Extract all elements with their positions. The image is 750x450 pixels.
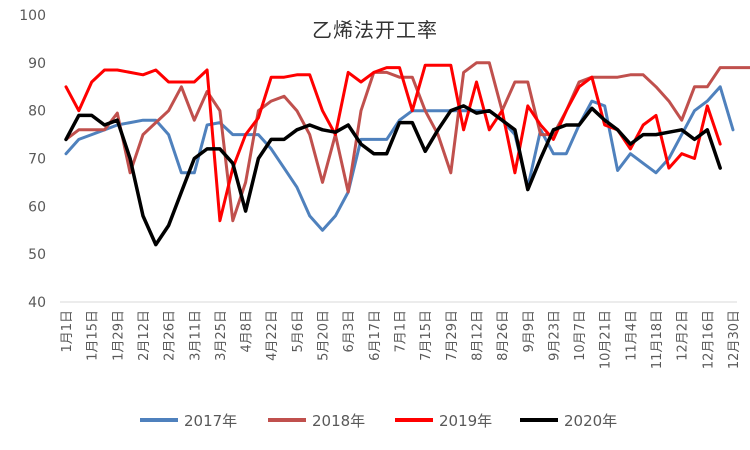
series-lines [64, 61, 750, 247]
x-tick-label: 1月29日 [111, 310, 126, 361]
legend-label: 2018年 [312, 411, 366, 430]
x-tick-label: 12月30日 [727, 310, 742, 369]
x-tick-label: 2月26日 [163, 310, 178, 361]
x-tick-label: 12月2日 [676, 310, 691, 361]
legend-item: 2019年 [395, 408, 492, 432]
x-tick-label: 1月1日 [60, 310, 75, 353]
x-tick-label: 8月26日 [496, 310, 511, 361]
series-line-2020 [64, 104, 722, 247]
x-tick-label: 7月15日 [419, 310, 434, 361]
legend-label: 2019年 [439, 411, 493, 430]
series-line-2017 [64, 85, 735, 232]
y-tick-label: 80 [28, 104, 46, 120]
y-tick-label: 100 [19, 8, 46, 24]
legend: 2017年 2018年 2019年 2020年 [0, 408, 750, 432]
x-tick-label: 4月22日 [265, 310, 280, 361]
legend-item: 2020年 [520, 408, 617, 432]
legend-label: 2020年 [564, 411, 618, 430]
x-tick-label: 6月3日 [342, 310, 357, 353]
x-tick-label: 11月18日 [650, 310, 665, 369]
x-tick-label: 9月23日 [547, 310, 562, 361]
legend-swatch [268, 418, 306, 422]
y-tick-label: 60 [28, 199, 46, 215]
x-tick-label: 12月16日 [701, 310, 716, 369]
legend-label: 2017年 [184, 411, 238, 430]
x-tick-label: 9月9日 [522, 310, 537, 353]
x-tick-label: 2月12日 [137, 310, 152, 361]
legend-item: 2018年 [268, 408, 365, 432]
x-tick-label: 7月29日 [445, 310, 460, 361]
x-tick-label: 1月15日 [86, 310, 101, 361]
y-tick-label: 70 [28, 152, 46, 168]
x-tick-label: 11月4日 [624, 310, 639, 361]
x-tick-label: 3月25日 [214, 310, 229, 361]
chart-title: 乙烯法开工率 [312, 18, 438, 42]
legend-swatch [395, 418, 433, 422]
y-tick-label: 90 [28, 56, 46, 72]
x-tick-label: 5月6日 [291, 310, 306, 353]
x-tick-label: 3月11日 [188, 310, 203, 361]
legend-item: 2017年 [140, 408, 237, 432]
legend-swatch [520, 418, 558, 422]
x-tick-label: 10月21日 [599, 310, 614, 369]
y-tick-label: 50 [28, 247, 46, 263]
x-tick-label: 7月1日 [394, 310, 409, 353]
x-tick-label: 8月12日 [470, 310, 485, 361]
x-tick-label: 10月7日 [573, 310, 588, 361]
legend-swatch [140, 418, 178, 422]
x-tick-label: 6月17日 [368, 310, 383, 361]
y-axis-ticks: 40 50 60 70 80 90 100 [19, 8, 46, 311]
x-axis-ticks: 1月1日 1月15日 1月29日 2月12日 2月26日 3月11日 3月25日 4月8日 4月… [60, 310, 742, 369]
series-line-2019 [64, 63, 722, 223]
series-line-2018 [64, 61, 750, 223]
x-tick-label: 4月8日 [240, 310, 255, 353]
x-tick-label: 5月20日 [317, 310, 332, 361]
y-tick-label: 40 [28, 295, 46, 311]
